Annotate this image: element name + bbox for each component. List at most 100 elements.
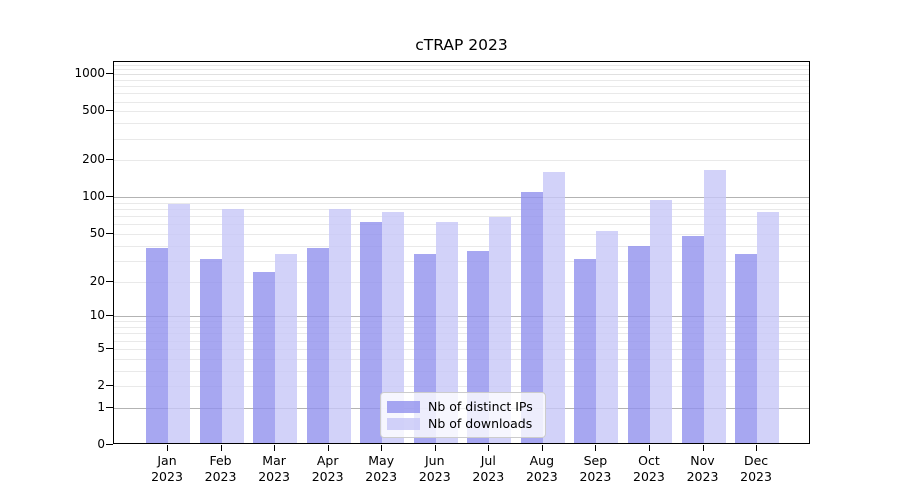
x-tick-mark [327,445,329,451]
bar-downloads-apr [328,209,351,443]
gridline-minor [114,202,809,204]
gridline-major [114,316,809,318]
x-tick-mark [381,445,383,451]
bar-distinct-ips-may [360,222,383,443]
x-tick-mark [167,445,168,451]
y-tick-label: 100 [82,189,105,204]
x-tick-label: Nov 2023 [686,453,719,484]
legend-item-downloads: Nb of downloads [387,417,545,430]
y-tick-label: 1000 [74,66,105,81]
y-tick-mark [106,110,113,112]
gridline-minor [114,79,809,81]
bar-downloads-aug [542,172,565,443]
bar-downloads-nov [703,170,726,443]
gridline-minor [114,138,809,140]
y-tick-mark [106,280,113,282]
gridline-minor [114,348,809,350]
y-tick-mark [106,385,113,387]
gridline-minor [114,224,809,226]
x-tick-label: Jun 2023 [418,453,451,484]
gridline-minor [114,234,809,236]
gridline-minor [114,64,809,66]
gridline-minor [114,333,809,335]
x-tick-label: Jan 2023 [151,453,183,484]
y-tick-mark [106,73,113,75]
y-tick-label: 5 [97,340,105,355]
x-tick-mark [595,445,597,451]
bar-distinct-ips-jan [146,247,168,443]
gridline-minor [114,340,809,342]
legend-label-downloads: Nb of downloads [428,416,533,431]
x-tick-mark [756,445,758,451]
bar-distinct-ips-oct [627,246,650,443]
gridline-minor [114,321,809,323]
bar-downloads-mar [275,253,298,443]
x-tick-label: Apr 2023 [311,453,344,484]
x-tick-label: Dec 2023 [740,453,772,484]
bar-distinct-ips-sep [574,258,597,443]
bar-downloads-oct [649,199,672,443]
gridline-minor [114,69,809,71]
legend: Nb of distinct IPs Nb of downloads [380,392,546,438]
gridline-minor [114,358,809,360]
x-tick-label: May 2023 [365,453,398,484]
gridline-minor [114,101,809,103]
bar-downloads-sep [596,231,619,443]
x-tick-label: Sep 2023 [579,453,612,484]
chart-title: cTRAP 2023 [415,36,508,54]
x-tick-mark [220,445,222,451]
gridline-minor [114,74,809,76]
y-tick-label: 0 [97,437,105,451]
bar-downloads-jan [168,204,190,443]
x-tick-mark [434,445,436,451]
bar-distinct-ips-nov [681,236,704,443]
y-tick-mark [106,159,113,161]
legend-swatch-downloads [387,417,420,430]
x-tick-mark [648,445,650,451]
y-tick-mark [106,196,113,198]
y-tick-label: 2 [97,378,105,393]
bar-downloads-feb [221,208,244,443]
x-tick-label: Mar 2023 [258,453,290,484]
legend-label-distinct-ips: Nb of distinct IPs [428,399,533,414]
y-tick-mark [106,315,113,317]
y-tick-label: 50 [89,226,105,241]
bar-distinct-ips-dec [735,253,758,443]
plot-area: Nb of distinct IPs Nb of downloads [113,61,810,444]
y-tick-label: 20 [89,273,105,288]
y-tick-label: 10 [89,308,105,323]
bar-distinct-ips-aug [520,192,543,443]
y-tick-mark [106,444,113,445]
bar-downloads-jul [489,216,512,443]
gridline-minor [114,123,809,125]
x-tick-label: Jul 2023 [472,453,505,484]
x-tick-mark [274,445,276,451]
y-tick-label: 500 [82,103,105,118]
gridline-major [114,197,809,199]
gridline-minor [114,160,809,162]
gridline-minor [114,281,809,283]
bar-downloads-jun [435,221,458,443]
gridline-minor [114,245,809,247]
y-tick-mark [106,233,113,235]
y-tick-mark [106,406,113,408]
bar-distinct-ips-mar [253,272,276,443]
bar-distinct-ips-feb [199,258,222,443]
gridline-minor [114,111,809,113]
gridline-minor [114,86,809,88]
gridline-minor [114,216,809,218]
x-tick-mark [541,445,543,451]
gridline-minor [114,386,809,388]
x-tick-label: Feb 2023 [204,453,237,484]
x-tick-label: Aug 2023 [525,453,558,484]
legend-item-distinct-ips: Nb of distinct IPs [387,400,545,413]
x-tick-mark [702,445,704,451]
bar-distinct-ips-apr [306,247,329,443]
legend-swatch-distinct-ips [387,400,420,413]
x-tick-mark [488,445,490,451]
x-tick-label: Oct 2023 [633,453,665,484]
gridline-minor [114,209,809,211]
y-tick-mark [106,347,113,349]
bar-downloads-may [382,212,405,443]
